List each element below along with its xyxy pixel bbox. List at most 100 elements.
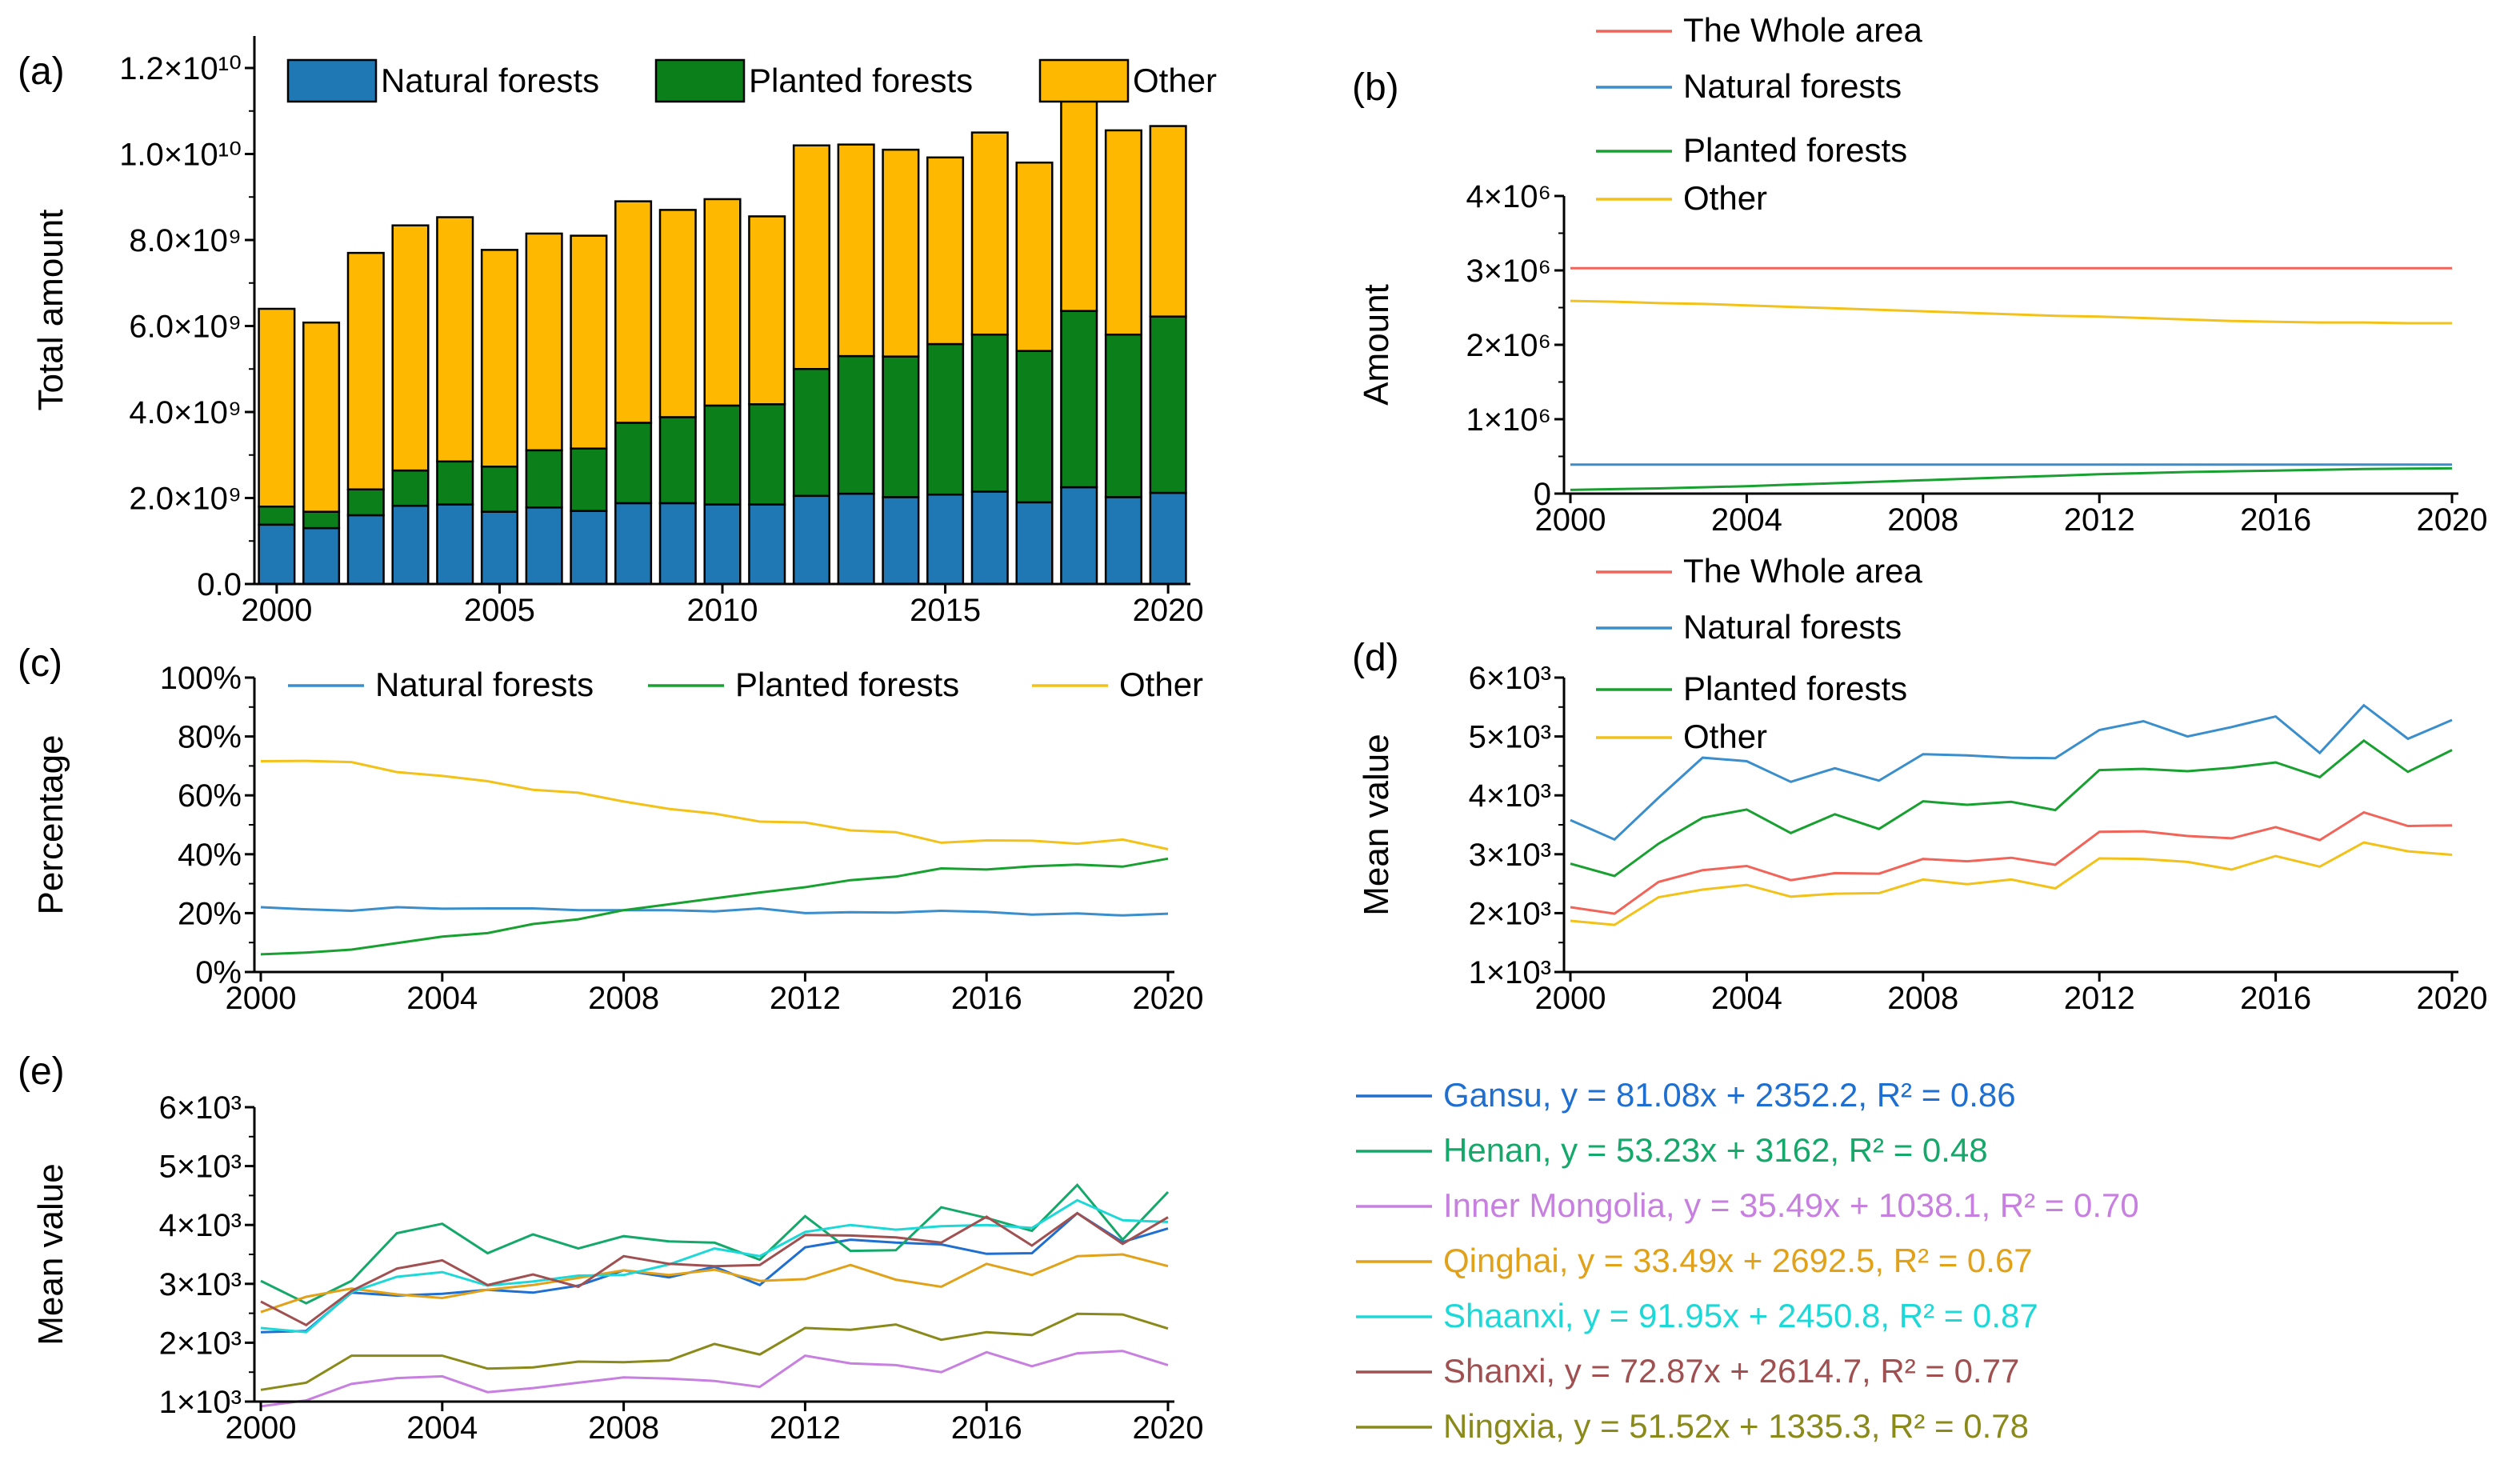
y-tick-label: 8.0×10⁹ [129,223,242,258]
bar-natural-forests-2000 [258,523,296,586]
y-tick-label: 6×10³ [1469,661,1551,696]
y-tick-label: 1.0×10¹⁰ [119,138,242,173]
x-tick-label: 2016 [951,981,1022,1016]
legend-label: Other [1683,179,1767,217]
y-tick-label: 40% [178,838,242,873]
series-planted-forests-line [1570,466,2453,491]
y-tick-label: 5×10³ [159,1150,242,1185]
bar-other-2008 [614,200,653,424]
x-tick-label: 2020 [1133,593,1204,628]
y-tick-label: 100% [160,661,242,696]
legend-label: The Whole area [1683,11,1922,49]
x-tick-label: 2010 [687,593,758,628]
bar-other-2012 [792,144,830,370]
y-axis-label: Total amount [31,210,70,411]
series-other-line [1570,299,2452,325]
bar-planted-forests-2015 [926,342,965,496]
bar-other-2017 [1015,162,1054,352]
bar-other-2000 [258,307,296,508]
y-tick-label: 80% [178,720,242,755]
panel-d-line-chart: 1×10³ 2×10³ 3×10³ 4×10³ 5×10³ 6×10³ 2000 2004 20… [1352,552,2487,1016]
series-qinghai-line [260,1253,1169,1314]
bar-planted-forests-2001 [302,510,341,530]
x-tick-label: 2008 [588,981,659,1016]
series-inner-mongolia-line [260,1350,1169,1408]
x-tick-label: 2008 [1887,502,1958,538]
legend-label: Planted forests [749,62,973,99]
series-natural-forests-line [260,906,1169,917]
panel-label: (c) [18,642,62,685]
y-tick-label: 60% [178,778,242,814]
y-tick-label: 2×10³ [1469,896,1551,931]
x-tick-label: 2000 [226,1410,297,1446]
bar-planted-forests-2006 [525,449,563,509]
series-planted-forests-line [1570,738,2453,878]
x-tick-label: 2020 [1133,1410,1204,1446]
bar-planted-forests-2003 [391,469,430,507]
bar-natural-forests-2016 [970,490,1009,586]
legend-swatch [286,58,378,103]
y-tick-label: 3×10³ [159,1267,242,1302]
y-tick-label: 6×10³ [159,1090,242,1126]
bar-planted-forests-2011 [748,403,786,506]
legend-label: Other [1683,718,1767,755]
y-axis-label: Amount [1357,284,1396,406]
bar-other-2013 [837,143,875,358]
x-tick-label: 2020 [2417,981,2488,1016]
bar-planted-forests-2019 [1104,334,1142,498]
bar-planted-forests-2005 [480,466,518,513]
bar-other-2002 [346,251,385,490]
bar-other-2001 [302,321,341,513]
bar-natural-forests-2009 [658,502,697,586]
x-tick-label: 2012 [770,1410,841,1446]
legend-label: Natural forests [1683,67,1902,105]
panel-a-stacked-bar-chart: 0.0 2.0×10⁹ 4.0×10⁹ 6.0×10⁹ 8.0×10⁹ 1.0×10¹⁰ 1… [18,36,1217,628]
x-tick-label: 2012 [770,981,841,1016]
legend-label: Shanxi, y = 72.87x + 2614.7, R² = 0.77 [1443,1352,2019,1390]
bar-natural-forests-2005 [480,510,518,586]
series-the-whole-area-line [1570,810,2453,915]
bar-natural-forests-2011 [748,503,786,586]
x-tick-label: 2005 [464,593,535,628]
bar-planted-forests-2013 [837,354,875,495]
y-axis-label: Mean value [31,1163,70,1345]
panel-c-line-chart: 0% 20% 40% 60% 80% 100% 2000 2004 2008 2012 2016 20… [18,642,1203,1016]
panel-label: (e) [18,1050,65,1093]
panel-e-line-chart: 1×10³ 2×10³ 3×10³ 4×10³ 5×10³ 6×10³ 2000 2004 20… [18,1050,2139,1446]
bar-natural-forests-2014 [882,496,920,586]
bar-planted-forests-2000 [258,506,296,526]
bar-planted-forests-2009 [658,416,697,505]
x-tick-label: 2015 [910,593,981,628]
legend-label: Planted forests [1683,670,1907,707]
x-tick-label: 2016 [951,1410,1022,1446]
bar-natural-forests-2004 [436,503,474,586]
x-tick-label: 2012 [2064,981,2135,1016]
bar-natural-forests-2010 [703,503,742,586]
legend-swatch [654,58,746,103]
bar-planted-forests-2007 [570,447,608,512]
series-other-line [260,759,1169,850]
bar-other-2010 [703,198,742,407]
x-tick-label: 2000 [226,981,297,1016]
bar-planted-forests-2020 [1149,315,1187,494]
bar-planted-forests-2002 [346,488,385,517]
bar-natural-forests-2013 [837,492,875,586]
bar-other-2019 [1104,129,1142,336]
bar-planted-forests-2004 [436,460,474,506]
y-tick-label: 2×10³ [159,1326,242,1361]
y-tick-label: 1×10⁶ [1466,402,1551,438]
panel-b-line-chart: 0 1×10⁶ 2×10⁶ 3×10⁶ 4×10⁶ 2000 2004 2008 2012 201… [1352,11,2487,538]
x-tick-label: 2008 [588,1410,659,1446]
legend-label: Qinghai, y = 33.49x + 2692.5, R² = 0.67 [1443,1242,2033,1279]
x-tick-label: 2008 [1887,981,1958,1016]
legend-label: Other [1119,666,1203,703]
legend-label: Natural forests [1683,608,1902,646]
panel-label: (b) [1352,66,1399,109]
y-axis-label: Percentage [31,734,70,914]
x-tick-label: 2004 [1711,981,1782,1016]
series-shaanxi-line [260,1198,1169,1334]
legend-label: The Whole area [1683,552,1922,590]
x-tick-label: 2020 [1133,981,1204,1016]
y-tick-label: 4.0×10⁹ [129,395,242,430]
